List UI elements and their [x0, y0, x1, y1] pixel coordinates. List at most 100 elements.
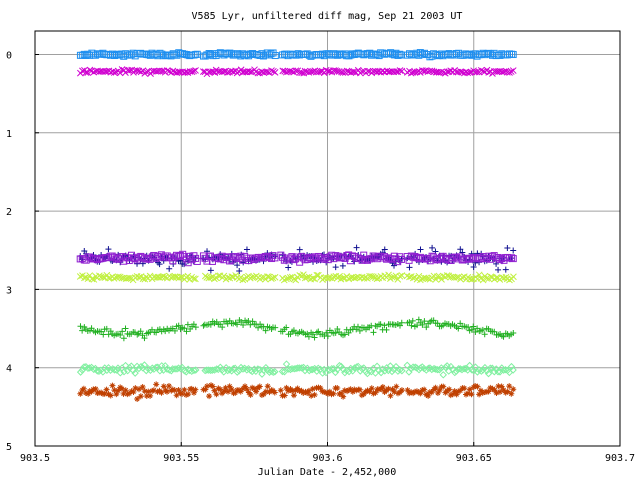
data-series [76, 49, 517, 403]
data-point [385, 385, 392, 392]
data-point [252, 254, 260, 262]
data-point [381, 246, 388, 253]
series-7 [76, 360, 517, 379]
data-point [390, 51, 398, 59]
data-point [344, 388, 351, 395]
data-point [419, 254, 427, 262]
data-point [239, 276, 247, 284]
data-point [305, 333, 312, 340]
data-point [362, 50, 370, 58]
data-point [351, 68, 358, 76]
data-point [180, 367, 189, 375]
data-point [226, 383, 233, 390]
data-point [406, 319, 413, 326]
data-point [334, 326, 341, 333]
data-point [78, 51, 86, 59]
data-point [120, 390, 127, 397]
data-point [447, 392, 454, 399]
data-point [110, 69, 118, 76]
data-point [396, 67, 404, 74]
data-point [254, 365, 262, 373]
data-point [211, 387, 218, 394]
data-point [308, 392, 315, 399]
data-point [207, 274, 215, 281]
data-point [387, 392, 394, 399]
data-point [356, 386, 363, 393]
data-point [457, 246, 464, 253]
data-point [336, 391, 343, 398]
data-point [358, 68, 366, 75]
data-point [143, 68, 150, 76]
data-point [165, 382, 172, 389]
data-point [507, 362, 516, 371]
data-point [169, 386, 176, 393]
data-point [303, 50, 311, 58]
data-point [239, 385, 246, 392]
data-point [381, 322, 388, 329]
data-point [177, 390, 184, 397]
data-point [419, 50, 427, 58]
data-point [115, 273, 122, 281]
data-point [271, 69, 279, 76]
data-point [453, 391, 460, 398]
data-point [362, 274, 370, 281]
data-point [421, 386, 428, 393]
data-point [479, 326, 486, 333]
data-point [473, 368, 482, 376]
data-point [119, 385, 126, 392]
data-point [200, 68, 207, 75]
data-point [277, 387, 284, 394]
data-point [328, 364, 336, 373]
data-point [105, 391, 112, 398]
data-point [209, 68, 217, 75]
data-point [351, 386, 358, 393]
data-point [403, 361, 411, 369]
data-point [351, 274, 358, 282]
data-point [126, 274, 133, 282]
data-point [398, 67, 406, 75]
data-point [434, 389, 441, 396]
data-point [417, 390, 424, 397]
data-point [508, 254, 516, 262]
data-point [249, 384, 256, 391]
data-point [300, 271, 307, 279]
data-point [192, 275, 199, 283]
data-point [165, 366, 174, 374]
data-point [85, 364, 94, 372]
data-point [458, 274, 466, 281]
data-point [107, 392, 114, 399]
data-point [309, 331, 316, 338]
data-point [90, 365, 98, 374]
data-point [307, 365, 315, 374]
data-point [125, 363, 134, 372]
data-point [234, 262, 241, 269]
data-point [160, 272, 167, 280]
x-tick-label: 903.7 [605, 453, 635, 464]
data-point [192, 67, 199, 74]
data-point [225, 388, 232, 395]
x-tick-label: 903.5 [20, 453, 50, 464]
data-point [317, 384, 324, 391]
data-point [193, 257, 201, 265]
x-axis-label: Julian Date - 2,452,000 [258, 467, 396, 478]
data-point [457, 387, 464, 394]
data-point [272, 324, 279, 331]
data-point [177, 273, 185, 281]
data-point [181, 325, 188, 332]
data-point [394, 51, 402, 59]
data-point [121, 361, 130, 370]
data-point [468, 391, 475, 398]
data-point [192, 324, 199, 331]
data-point [228, 386, 235, 393]
data-point [99, 273, 107, 281]
data-point [156, 387, 163, 394]
data-point [240, 322, 247, 329]
data-point [324, 333, 331, 340]
data-point [459, 249, 466, 256]
data-point [483, 275, 490, 282]
data-point [479, 276, 487, 284]
data-point [324, 365, 332, 374]
data-point [311, 391, 318, 398]
data-point [407, 252, 415, 260]
data-point [220, 272, 228, 280]
